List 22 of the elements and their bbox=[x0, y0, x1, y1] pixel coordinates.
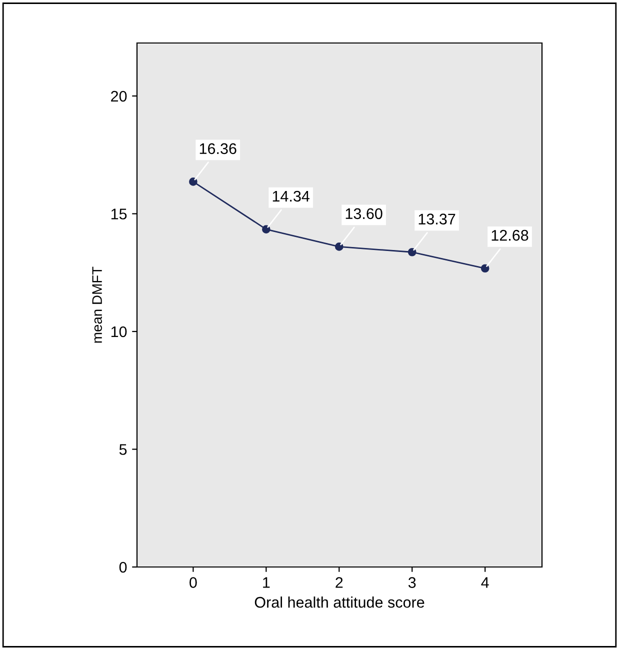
point bbox=[408, 248, 416, 256]
y-tick-label: 15 bbox=[111, 208, 127, 220]
x-axis-title: Oral health attitude score bbox=[254, 596, 424, 608]
point bbox=[480, 264, 490, 273]
text: 12.68 bbox=[492, 230, 528, 241]
y-tick-label: 5 bbox=[119, 444, 127, 455]
text: 13.37 bbox=[418, 214, 456, 224]
y-axis-title: mean DMFT bbox=[92, 266, 102, 343]
text: 13.60 bbox=[346, 208, 382, 220]
x-tick-label: 0 bbox=[190, 577, 197, 588]
x-tick-label: 4 bbox=[481, 577, 489, 588]
x-tick-label: 2 bbox=[336, 577, 343, 588]
y-tick-label: 20 bbox=[111, 90, 127, 102]
y-tick-label: 0 bbox=[119, 562, 127, 573]
x-tick-label: 1 bbox=[263, 577, 270, 588]
x-tick-label: 3 bbox=[408, 577, 416, 588]
text: 16.36 bbox=[200, 143, 236, 154]
point bbox=[262, 225, 270, 234]
y-tick-label: 10 bbox=[111, 326, 127, 338]
point bbox=[334, 242, 344, 251]
text: 14.34 bbox=[272, 190, 310, 202]
point bbox=[189, 178, 198, 186]
